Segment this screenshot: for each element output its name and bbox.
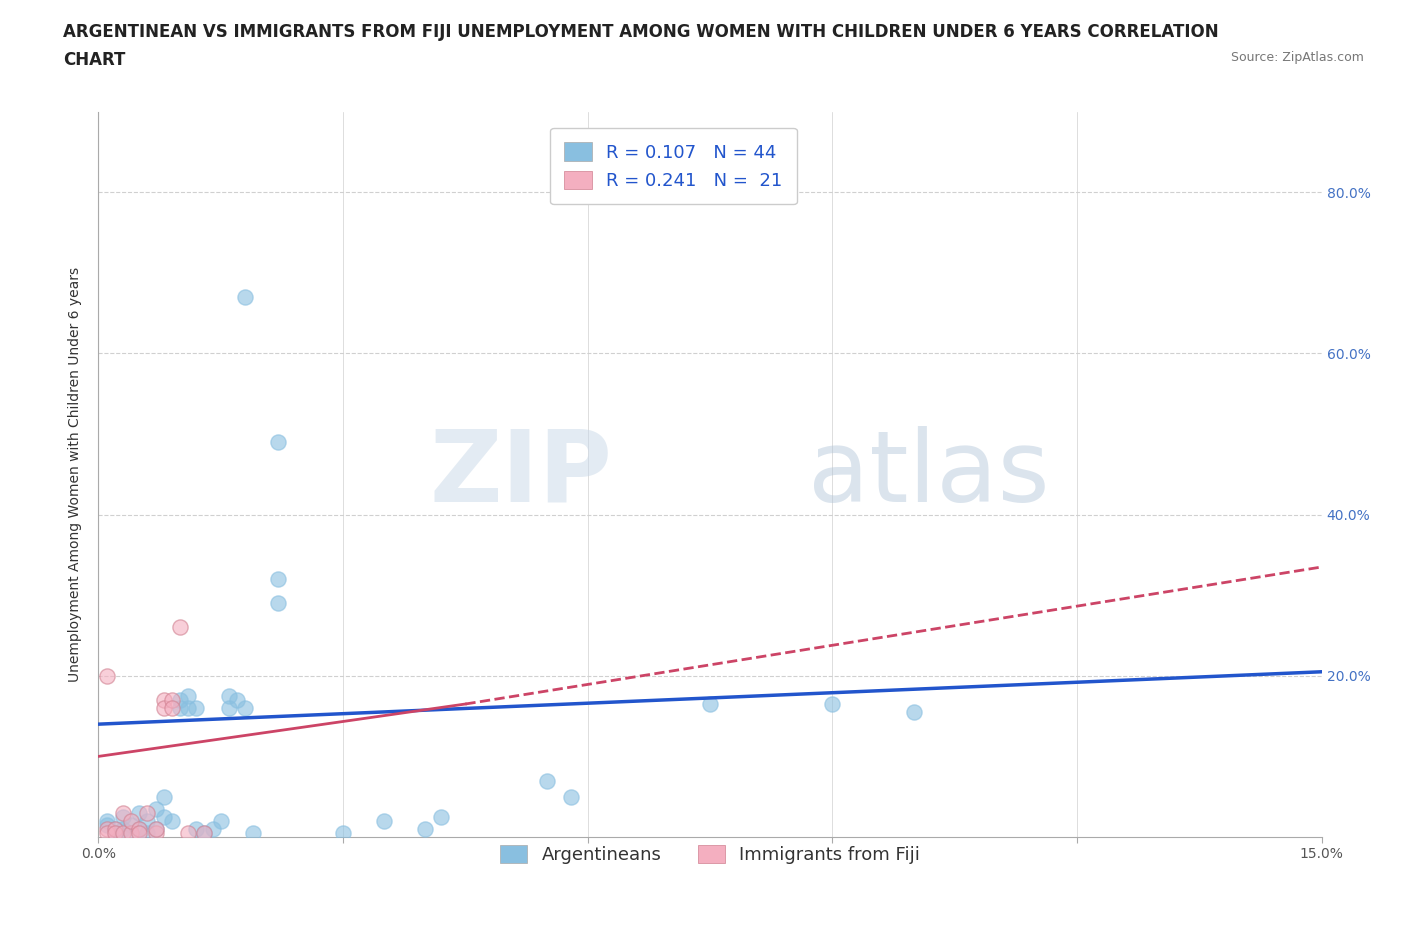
Point bbox=[128, 821, 150, 836]
Point bbox=[152, 700, 174, 715]
Point bbox=[128, 826, 150, 841]
Point bbox=[226, 693, 249, 708]
Point bbox=[136, 814, 159, 829]
Point bbox=[128, 821, 150, 836]
Point bbox=[104, 821, 127, 836]
Point bbox=[145, 821, 167, 836]
Point bbox=[186, 821, 208, 836]
Text: ZIP: ZIP bbox=[429, 426, 612, 523]
Point bbox=[177, 826, 200, 841]
Point bbox=[169, 620, 191, 635]
Point bbox=[160, 814, 183, 829]
Point bbox=[413, 821, 436, 836]
Point bbox=[104, 821, 127, 836]
Point bbox=[218, 700, 240, 715]
Point bbox=[145, 826, 167, 841]
Y-axis label: Unemployment Among Women with Children Under 6 years: Unemployment Among Women with Children U… bbox=[69, 267, 83, 682]
Point bbox=[903, 705, 925, 720]
Point bbox=[145, 821, 167, 836]
Point bbox=[186, 700, 208, 715]
Point bbox=[136, 805, 159, 820]
Point bbox=[536, 773, 558, 788]
Point bbox=[821, 697, 844, 711]
Point bbox=[152, 790, 174, 804]
Point bbox=[120, 826, 142, 841]
Point bbox=[120, 826, 142, 841]
Point bbox=[96, 817, 118, 832]
Point bbox=[120, 814, 142, 829]
Point bbox=[177, 688, 200, 703]
Point bbox=[145, 802, 167, 817]
Point bbox=[267, 596, 290, 611]
Point bbox=[193, 826, 215, 841]
Point bbox=[136, 826, 159, 841]
Point bbox=[332, 826, 354, 841]
Point bbox=[267, 572, 290, 587]
Point bbox=[104, 826, 127, 841]
Legend: Argentineans, Immigrants from Fiji: Argentineans, Immigrants from Fiji bbox=[494, 838, 927, 871]
Point bbox=[560, 790, 582, 804]
Point bbox=[120, 817, 142, 832]
Point bbox=[111, 809, 134, 824]
Point bbox=[160, 693, 183, 708]
Point bbox=[111, 805, 134, 820]
Point bbox=[96, 821, 118, 836]
Point bbox=[104, 826, 127, 841]
Point bbox=[699, 697, 721, 711]
Point bbox=[111, 826, 134, 841]
Point bbox=[193, 826, 215, 841]
Point bbox=[152, 693, 174, 708]
Point bbox=[233, 700, 256, 715]
Point bbox=[96, 814, 118, 829]
Point bbox=[128, 805, 150, 820]
Text: atlas: atlas bbox=[808, 426, 1049, 523]
Point bbox=[201, 821, 224, 836]
Point bbox=[242, 826, 264, 841]
Point bbox=[169, 693, 191, 708]
Point bbox=[152, 809, 174, 824]
Point bbox=[209, 814, 232, 829]
Point bbox=[96, 669, 118, 684]
Point bbox=[373, 814, 395, 829]
Text: ARGENTINEAN VS IMMIGRANTS FROM FIJI UNEMPLOYMENT AMONG WOMEN WITH CHILDREN UNDER: ARGENTINEAN VS IMMIGRANTS FROM FIJI UNEM… bbox=[63, 23, 1219, 41]
Point bbox=[218, 688, 240, 703]
Text: CHART: CHART bbox=[63, 51, 125, 69]
Point bbox=[430, 809, 453, 824]
Point bbox=[111, 821, 134, 836]
Point bbox=[169, 700, 191, 715]
Point bbox=[160, 700, 183, 715]
Point bbox=[267, 434, 290, 449]
Point bbox=[96, 826, 118, 841]
Point bbox=[177, 700, 200, 715]
Text: Source: ZipAtlas.com: Source: ZipAtlas.com bbox=[1230, 51, 1364, 64]
Point bbox=[233, 289, 256, 304]
